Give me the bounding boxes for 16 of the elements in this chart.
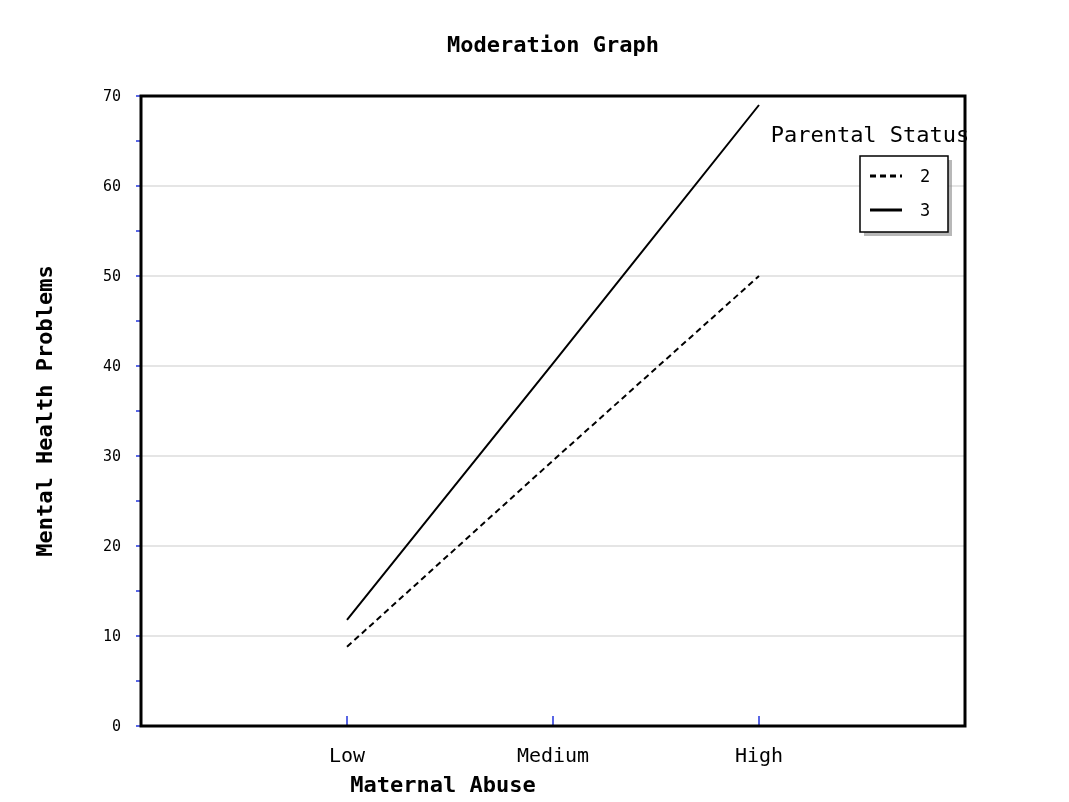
chart-title: Moderation Graph xyxy=(447,32,659,57)
y-tick-label: 0 xyxy=(111,717,121,735)
y-tick-label: 10 xyxy=(102,627,121,645)
x-axis-title: Maternal Abuse xyxy=(350,772,536,797)
legend-label: 3 xyxy=(920,200,931,220)
x-tick-label: Medium xyxy=(516,743,590,767)
y-tick-label: 20 xyxy=(102,537,121,555)
y-tick-label: 30 xyxy=(102,447,121,465)
y-tick-label: 60 xyxy=(102,177,121,195)
y-tick-label: 50 xyxy=(102,267,121,285)
y-tick-label: 40 xyxy=(102,357,121,375)
legend-label: 2 xyxy=(920,166,931,186)
x-tick-label: Low xyxy=(328,743,367,767)
y-tick-label: 70 xyxy=(102,87,121,105)
x-tick-label: High xyxy=(734,743,784,767)
y-axis-title: Mental Health Problems xyxy=(32,265,57,557)
